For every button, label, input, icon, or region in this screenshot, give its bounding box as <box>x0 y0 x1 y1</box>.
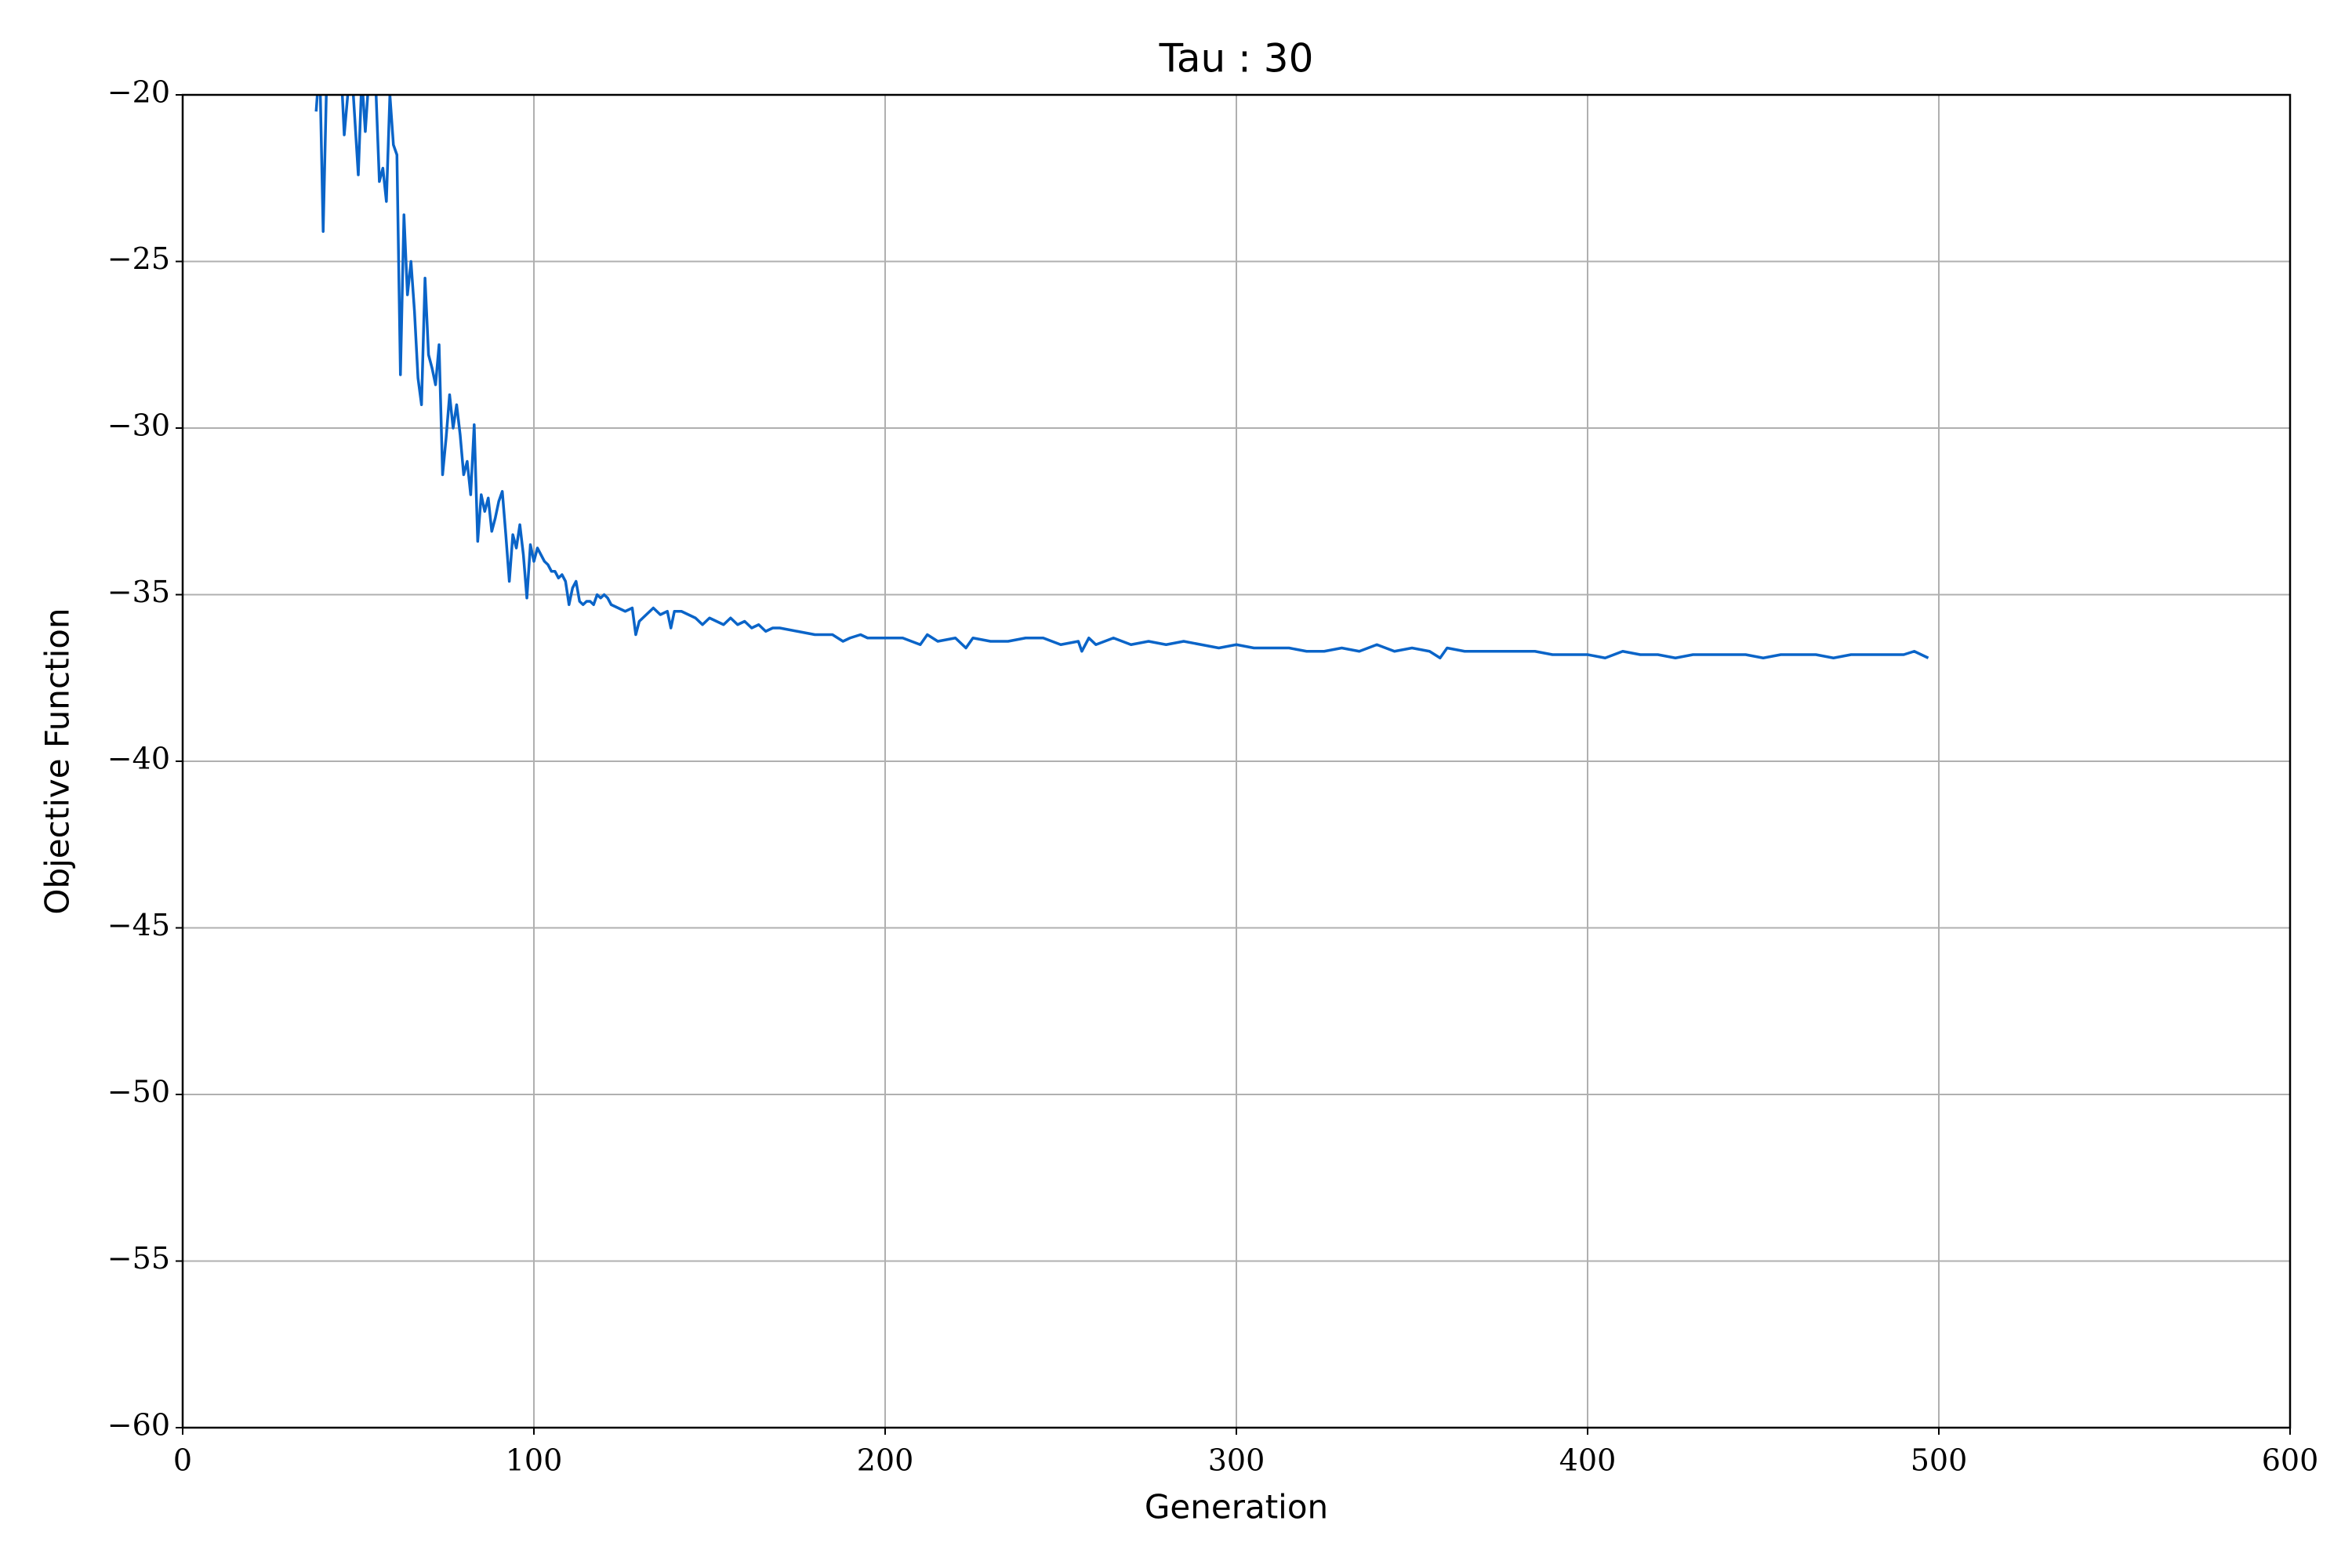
grid <box>182 94 2291 1428</box>
x-tick-label: 300 <box>1208 1443 1265 1478</box>
y-tick-label: −25 <box>107 241 170 276</box>
x-tick-label: 500 <box>1911 1443 1968 1478</box>
tick-labels: −60 −55 −50 −45 −40 −35 −30 −25 −20 0 100 200 300 400… <box>107 75 2318 1478</box>
x-tick-label: 200 <box>857 1443 914 1478</box>
x-tick-label: 600 <box>2262 1443 2319 1478</box>
plot-area <box>314 95 1929 659</box>
y-tick-label: −55 <box>107 1241 170 1276</box>
x-tick-label: 400 <box>1559 1443 1617 1478</box>
y-tick-label: −20 <box>107 75 170 110</box>
y-tick-label: −35 <box>107 575 170 609</box>
y-tick-label: −50 <box>107 1075 170 1109</box>
data-line <box>314 95 1929 659</box>
x-tick-label: 100 <box>506 1443 563 1478</box>
x-axis-label: Generation <box>1145 1488 1328 1526</box>
y-axis-label: Objective Function <box>38 608 77 914</box>
y-tick-label: −60 <box>107 1408 170 1443</box>
y-tick-label: −30 <box>107 408 170 443</box>
y-tick-label: −40 <box>107 742 170 776</box>
chart-title: Tau : 30 <box>1159 36 1314 82</box>
y-tick-label: −45 <box>107 908 170 942</box>
x-tick-label: 0 <box>173 1443 192 1478</box>
